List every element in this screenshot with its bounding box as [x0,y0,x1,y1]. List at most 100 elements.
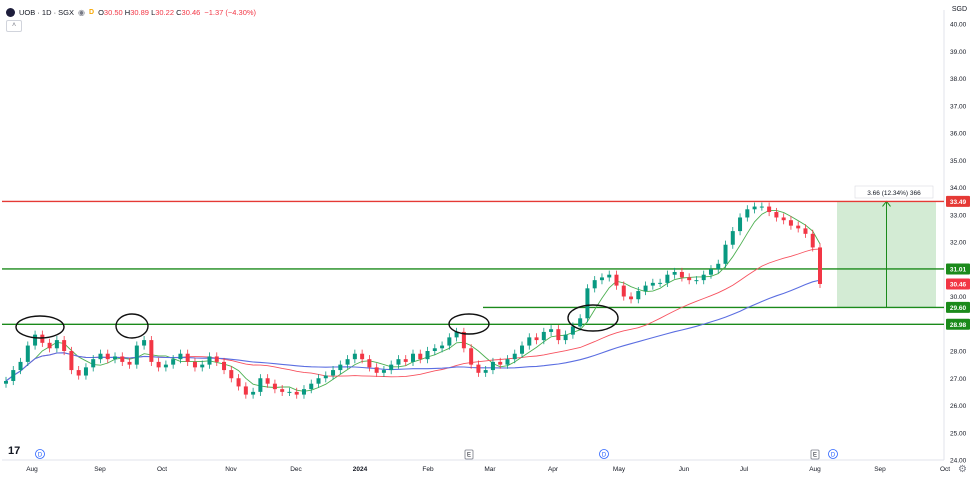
price-label-tag [946,195,970,207]
x-tick-label: Oct [157,466,167,473]
earnings-marker-label: E [813,453,817,459]
candle-body [287,391,292,393]
annotation-circle [115,313,149,339]
x-tick-label: Aug [26,466,38,473]
dividend-marker-label: D [831,453,836,459]
y-tick-label: 25.00 [950,430,967,437]
candle-body [505,359,510,365]
eye-icon[interactable]: ◉ [78,7,85,17]
currency-label[interactable]: SGD [951,6,967,13]
candle-body [4,380,8,384]
x-tick-label: Apr [548,466,559,473]
y-tick-label: 34.00 [950,185,967,192]
candle-body [236,378,241,387]
y-tick-label: 37.00 [950,103,967,110]
dividend-marker-label: D [602,453,607,459]
settings-icon[interactable]: ⚙ [958,464,967,475]
candle-body [483,370,488,373]
candle-body [701,274,706,281]
candle-body [142,340,147,346]
candle-body [301,389,306,395]
price-label: 33.49 [950,199,967,206]
x-tick-label: Jun [679,466,690,473]
candle-body [418,353,423,360]
candle-body [556,329,561,341]
candle-body [105,353,110,360]
y-tick-label: 32.00 [950,240,967,247]
candle-body [69,351,74,371]
candle-body [265,378,270,384]
y-tick-label: 35.00 [950,158,967,165]
candle-body [272,383,277,390]
candle-body [520,345,525,354]
candle-body [498,361,503,365]
candle-body [345,359,350,365]
candle-body [367,359,372,368]
y-tick-label: 38.00 [950,76,967,83]
candle-body [723,244,728,264]
candle-body [389,364,394,371]
candle-body [352,353,357,360]
candle-body [570,326,575,335]
candle-body [745,209,750,218]
candle-body [549,329,554,332]
price-label: 28.98 [950,322,967,329]
candle-body [563,334,568,341]
candle-body [796,225,801,229]
candle-body [425,351,430,360]
candle-body [54,340,59,349]
candle-body [360,353,365,360]
candle-body [781,217,786,221]
candle-body [33,334,38,346]
candle-body [163,364,168,368]
price-label-tag [946,263,970,275]
candle-body [672,271,677,275]
y-tick-label: 30.00 [950,294,967,301]
y-tick-label: 24.00 [950,458,967,465]
candle-body [149,340,154,362]
annotation-circle [15,315,65,339]
candle-body [40,334,45,343]
y-tick-label: 40.00 [950,22,967,29]
candle-body [243,386,248,395]
candle-body [621,285,626,297]
tradingview-logo-icon[interactable]: 17 [8,445,21,457]
candle-body [192,361,197,368]
candle-body [214,356,219,362]
projection-label-box [854,185,934,199]
y-tick-label: 33.00 [950,212,967,219]
candle-body [469,348,474,365]
candle-body [788,220,793,226]
candle-body [738,217,743,232]
y-tick-label: 28.00 [950,349,967,356]
candle-body [403,359,408,362]
candle-body [461,331,466,349]
x-tick-label: Feb [422,466,434,473]
collapse-legend-button[interactable]: ˄ [6,20,22,32]
projection-label: 3.66 (12.34%) 366 [867,190,921,197]
candle-body [25,345,30,362]
candle-body [120,356,125,362]
candle-body [708,269,713,275]
x-tick-label: Jul [740,466,749,473]
symbol-logo-icon [6,7,15,17]
candle-body [200,364,205,368]
price-label: 31.01 [950,266,967,273]
candle-body [251,391,256,395]
candle-body [694,280,699,282]
candle-body [636,291,641,300]
candle-body [91,359,96,368]
candle-body [490,361,495,371]
dividend-marker-label: D [38,453,43,459]
candle-body [599,277,604,281]
x-tick-label: Mar [484,466,496,473]
candle-body [527,337,532,346]
candle-body [585,288,590,319]
candle-body [658,282,663,284]
symbol-title[interactable]: UOB · 1D · SGX [19,7,75,17]
y-tick-label: 36.00 [950,131,967,138]
candle-body [83,367,88,376]
price-label-tag [946,278,970,290]
candle-body [730,231,735,245]
